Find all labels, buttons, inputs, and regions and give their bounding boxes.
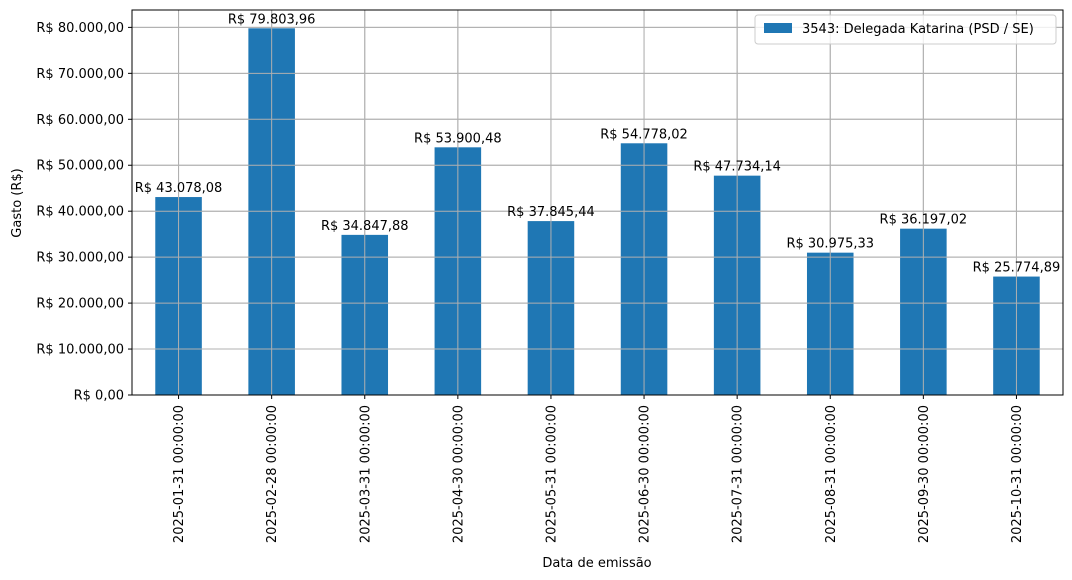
x-tick-label: 2025-09-30 00:00:00: [917, 405, 932, 543]
x-tick-label: 2025-08-31 00:00:00: [824, 405, 839, 543]
bar-value-label: R$ 37.845,44: [507, 205, 595, 220]
plot-frame: [131, 9, 1064, 396]
legend-swatch: [764, 23, 792, 33]
y-tick-label: R$ 40.000,00: [36, 205, 124, 220]
x-tick-label: 2025-02-28 00:00:00: [265, 405, 280, 543]
y-axis-label: Gasto (R$): [10, 168, 25, 237]
y-tick-label: R$ 0,00: [74, 389, 124, 404]
y-tick-label: R$ 80.000,00: [36, 21, 124, 36]
x-tick-label: 2025-10-31 00:00:00: [1010, 405, 1025, 543]
y-tick-label: R$ 10.000,00: [36, 343, 124, 358]
x-axis: 2025-01-31 00:00:00 2025-02-28 00:00:00 20…: [172, 395, 1025, 543]
y-tick-label: R$ 20.000,00: [36, 297, 124, 312]
bar-value-label: R$ 79.803,96: [228, 12, 316, 27]
bar-value-label: R$ 43.078,08: [135, 181, 223, 196]
y-tick-label: R$ 60.000,00: [36, 113, 124, 128]
x-tick-label: 2025-01-31 00:00:00: [172, 405, 187, 543]
bar-value-label: R$ 47.734,14: [693, 160, 781, 175]
bar-data-labels: R$ 43.078,08 R$ 79.803,96 R$ 34.847,88 R$ 5…: [135, 12, 1061, 275]
legend-label: 3543: Delegada Katarina (PSD / SE): [802, 22, 1034, 37]
x-tick-label: 2025-07-31 00:00:00: [731, 405, 746, 543]
y-tick-label: R$ 50.000,00: [36, 159, 124, 174]
legend: 3543: Delegada Katarina (PSD / SE): [754, 14, 1057, 45]
bar-value-label: R$ 25.774,89: [973, 261, 1061, 276]
bar-value-label: R$ 53.900,48: [414, 131, 502, 146]
x-tick-label: 2025-06-30 00:00:00: [638, 405, 653, 543]
x-axis-label: Data de emissão: [542, 556, 651, 571]
bar-value-label: R$ 54.778,02: [600, 127, 688, 142]
bar-value-label: R$ 36.197,02: [880, 213, 968, 228]
x-tick-label: 2025-03-31 00:00:00: [358, 405, 373, 543]
x-tick-label: 2025-04-30 00:00:00: [451, 405, 466, 543]
bar-value-label: R$ 34.847,88: [321, 219, 409, 234]
y-tick-label: R$ 30.000,00: [36, 251, 124, 266]
x-tick-label: 2025-05-31 00:00:00: [544, 405, 559, 543]
y-axis: R$ 0,00 R$ 10.000,00 R$ 20.000,00 R$ 30.000…: [36, 21, 132, 404]
bar-value-label: R$ 30.975,33: [786, 237, 874, 252]
y-tick-label: R$ 70.000,00: [36, 67, 124, 82]
legend-box: [754, 14, 1057, 45]
